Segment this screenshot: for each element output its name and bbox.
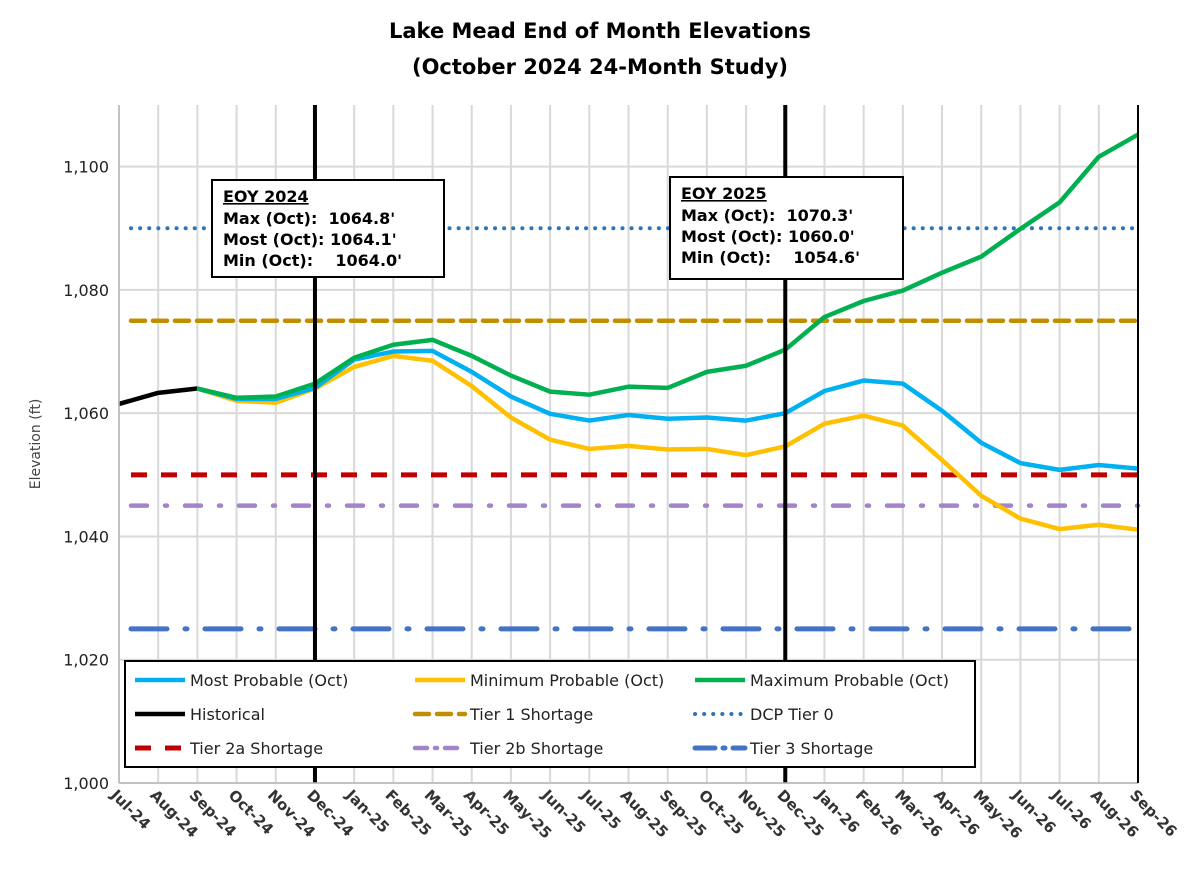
y-tick-label: 1,040 bbox=[63, 527, 109, 546]
annotation-heading: EOY 2025 bbox=[681, 184, 767, 203]
legend-label: Historical bbox=[190, 705, 265, 724]
x-tick-label: Jul-24 bbox=[106, 785, 154, 833]
legend-label: DCP Tier 0 bbox=[750, 705, 834, 724]
legend-label: Minimum Probable (Oct) bbox=[470, 671, 664, 690]
legend: Most Probable (Oct) Minimum Probable (Oct… bbox=[125, 661, 975, 767]
annotation-heading: EOY 2024 bbox=[223, 187, 309, 206]
legend-label: Tier 2a Shortage bbox=[189, 739, 323, 758]
threshold-lines bbox=[131, 228, 1138, 629]
legend-label: Maximum Probable (Oct) bbox=[750, 671, 949, 690]
annotation-line: Max (Oct): 1064.8' bbox=[223, 209, 395, 228]
annotation-line: Most (Oct): 1064.1' bbox=[223, 230, 397, 249]
chart-subtitle: (October 2024 24-Month Study) bbox=[412, 55, 788, 79]
y-tick-label: 1,060 bbox=[63, 404, 109, 423]
chart-title: Lake Mead End of Month Elevations bbox=[389, 19, 811, 43]
annotation-line: Min (Oct): 1054.6' bbox=[681, 248, 860, 267]
legend-label: Tier 2b Shortage bbox=[469, 739, 603, 758]
legend-label: Tier 1 Shortage bbox=[469, 705, 593, 724]
y-tick-label: 1,000 bbox=[63, 774, 109, 793]
y-tick-label: 1,020 bbox=[63, 651, 109, 670]
y-tick-label: 1,080 bbox=[63, 281, 109, 300]
annotation-line: Most (Oct): 1060.0' bbox=[681, 227, 855, 246]
legend-label: Tier 3 Shortage bbox=[749, 739, 873, 758]
annotation-line: Min (Oct): 1064.0' bbox=[223, 251, 402, 270]
legend-label: Most Probable (Oct) bbox=[190, 671, 348, 690]
y-axis-label: Elevation (ft) bbox=[28, 399, 44, 490]
y-tick-label: 1,100 bbox=[63, 158, 109, 177]
annotation-line: Max (Oct): 1070.3' bbox=[681, 206, 853, 225]
